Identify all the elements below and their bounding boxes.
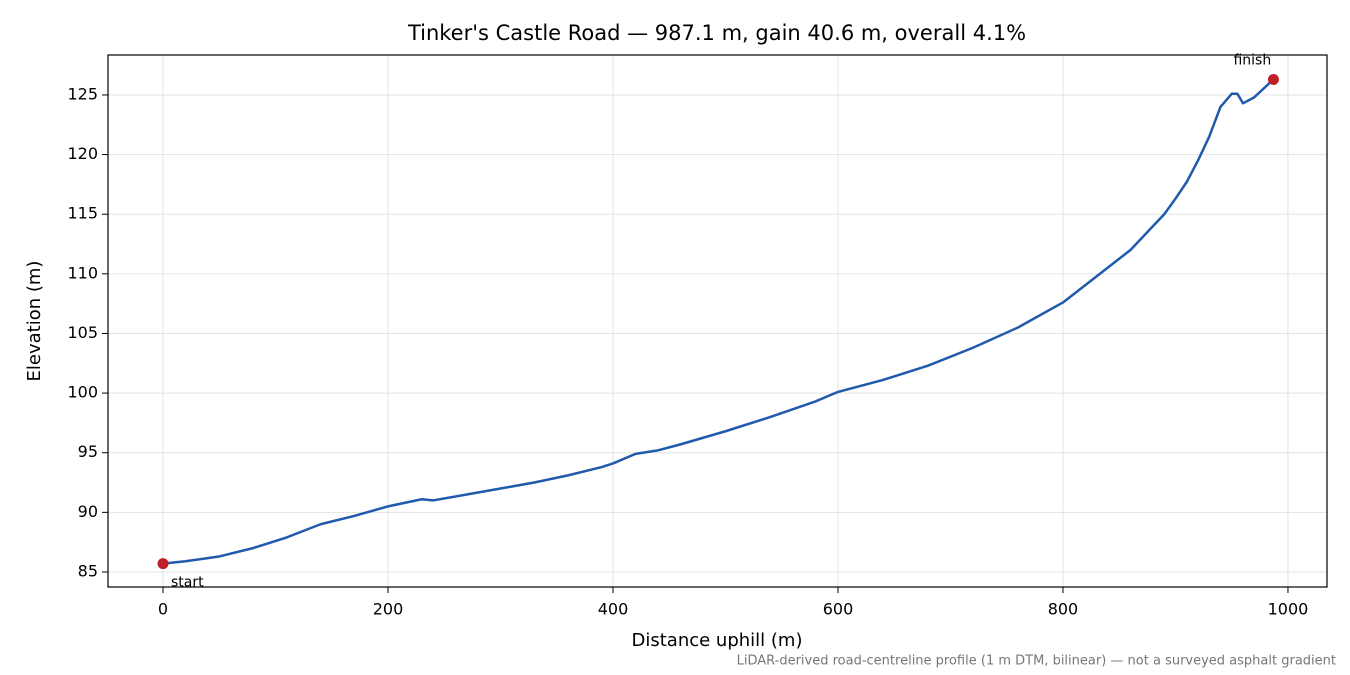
y-tick-label: 115 bbox=[67, 204, 98, 223]
plot-frame bbox=[107, 54, 1328, 588]
endpoint-marker bbox=[1267, 73, 1279, 85]
elevation-line bbox=[162, 78, 1275, 565]
endpoint-marker bbox=[157, 558, 169, 570]
y-tick-label: 120 bbox=[67, 144, 98, 163]
footnote: LiDAR-derived road-centreline profile (1… bbox=[737, 654, 1336, 669]
x-tick-label: 800 bbox=[1048, 600, 1079, 619]
endpoint-label: start bbox=[171, 575, 204, 591]
y-tick-label: 100 bbox=[67, 383, 98, 402]
y-tick-label: 95 bbox=[78, 442, 98, 461]
y-axis-label: Elevation (m) bbox=[24, 261, 45, 382]
y-tick-label: 125 bbox=[67, 84, 98, 103]
x-tick-label: 1000 bbox=[1268, 600, 1309, 619]
y-tick-label: 105 bbox=[67, 323, 98, 342]
y-tick-label: 90 bbox=[78, 502, 98, 521]
y-tick-label: 85 bbox=[78, 561, 98, 580]
chart-title: Tinker's Castle Road — 987.1 m, gain 40.… bbox=[407, 21, 1026, 45]
x-tick-label: 600 bbox=[823, 600, 854, 619]
x-tick-label: 400 bbox=[598, 600, 629, 619]
x-tick-label: 200 bbox=[373, 600, 404, 619]
x-axis-label: Distance uphill (m) bbox=[632, 630, 803, 651]
y-tick-label: 110 bbox=[67, 263, 98, 282]
x-tick-label: 0 bbox=[158, 600, 168, 619]
endpoint-label: finish bbox=[1233, 52, 1271, 68]
